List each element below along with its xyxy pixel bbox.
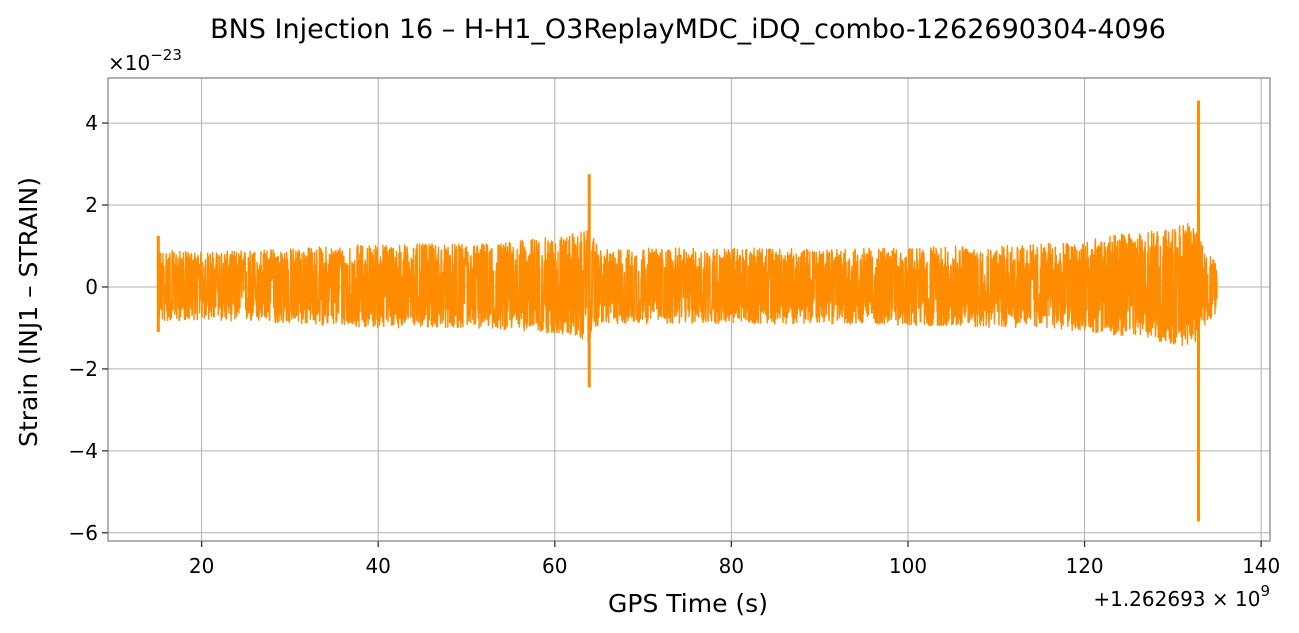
x-offset-exponent: 9 <box>1260 582 1270 600</box>
y-tick-label: 0 <box>85 275 98 299</box>
y-tick-label: −4 <box>69 439 98 463</box>
x-offset-label: +1.262693 × 109 <box>1093 582 1270 611</box>
y-tick-label: −6 <box>69 521 98 545</box>
y-scale-factor-base: ×10 <box>108 51 150 75</box>
x-tick-label: 140 <box>1242 554 1280 578</box>
y-tick-label: 2 <box>85 193 98 217</box>
y-tick-label: 4 <box>85 111 98 135</box>
y-axis-label: Strain (INJ1 – STRAIN) <box>14 177 43 447</box>
x-tick-label: 40 <box>365 554 390 578</box>
strain-trace <box>156 222 1218 347</box>
y-scale-factor: ×10−23 <box>108 46 182 75</box>
x-tick-label: 100 <box>889 554 927 578</box>
x-axis-label: GPS Time (s) <box>608 589 768 618</box>
x-tick-label: 60 <box>542 554 567 578</box>
x-tick-label: 20 <box>189 554 214 578</box>
plot-frame <box>107 77 1271 542</box>
y-tick-label: −2 <box>69 357 98 381</box>
chart-title: BNS Injection 16 – H-H1_O3ReplayMDC_iDQ_… <box>210 14 1166 45</box>
ticks: 20 40 60 80 100 120 140 −6 −4 −2 0 2 4 <box>69 111 1281 578</box>
x-tick-label: 120 <box>1065 554 1103 578</box>
y-scale-factor-exponent: −23 <box>150 46 182 64</box>
series-strain <box>156 100 1218 522</box>
x-tick-label: 80 <box>719 554 744 578</box>
x-offset-base: +1.262693 × 10 <box>1093 587 1260 611</box>
